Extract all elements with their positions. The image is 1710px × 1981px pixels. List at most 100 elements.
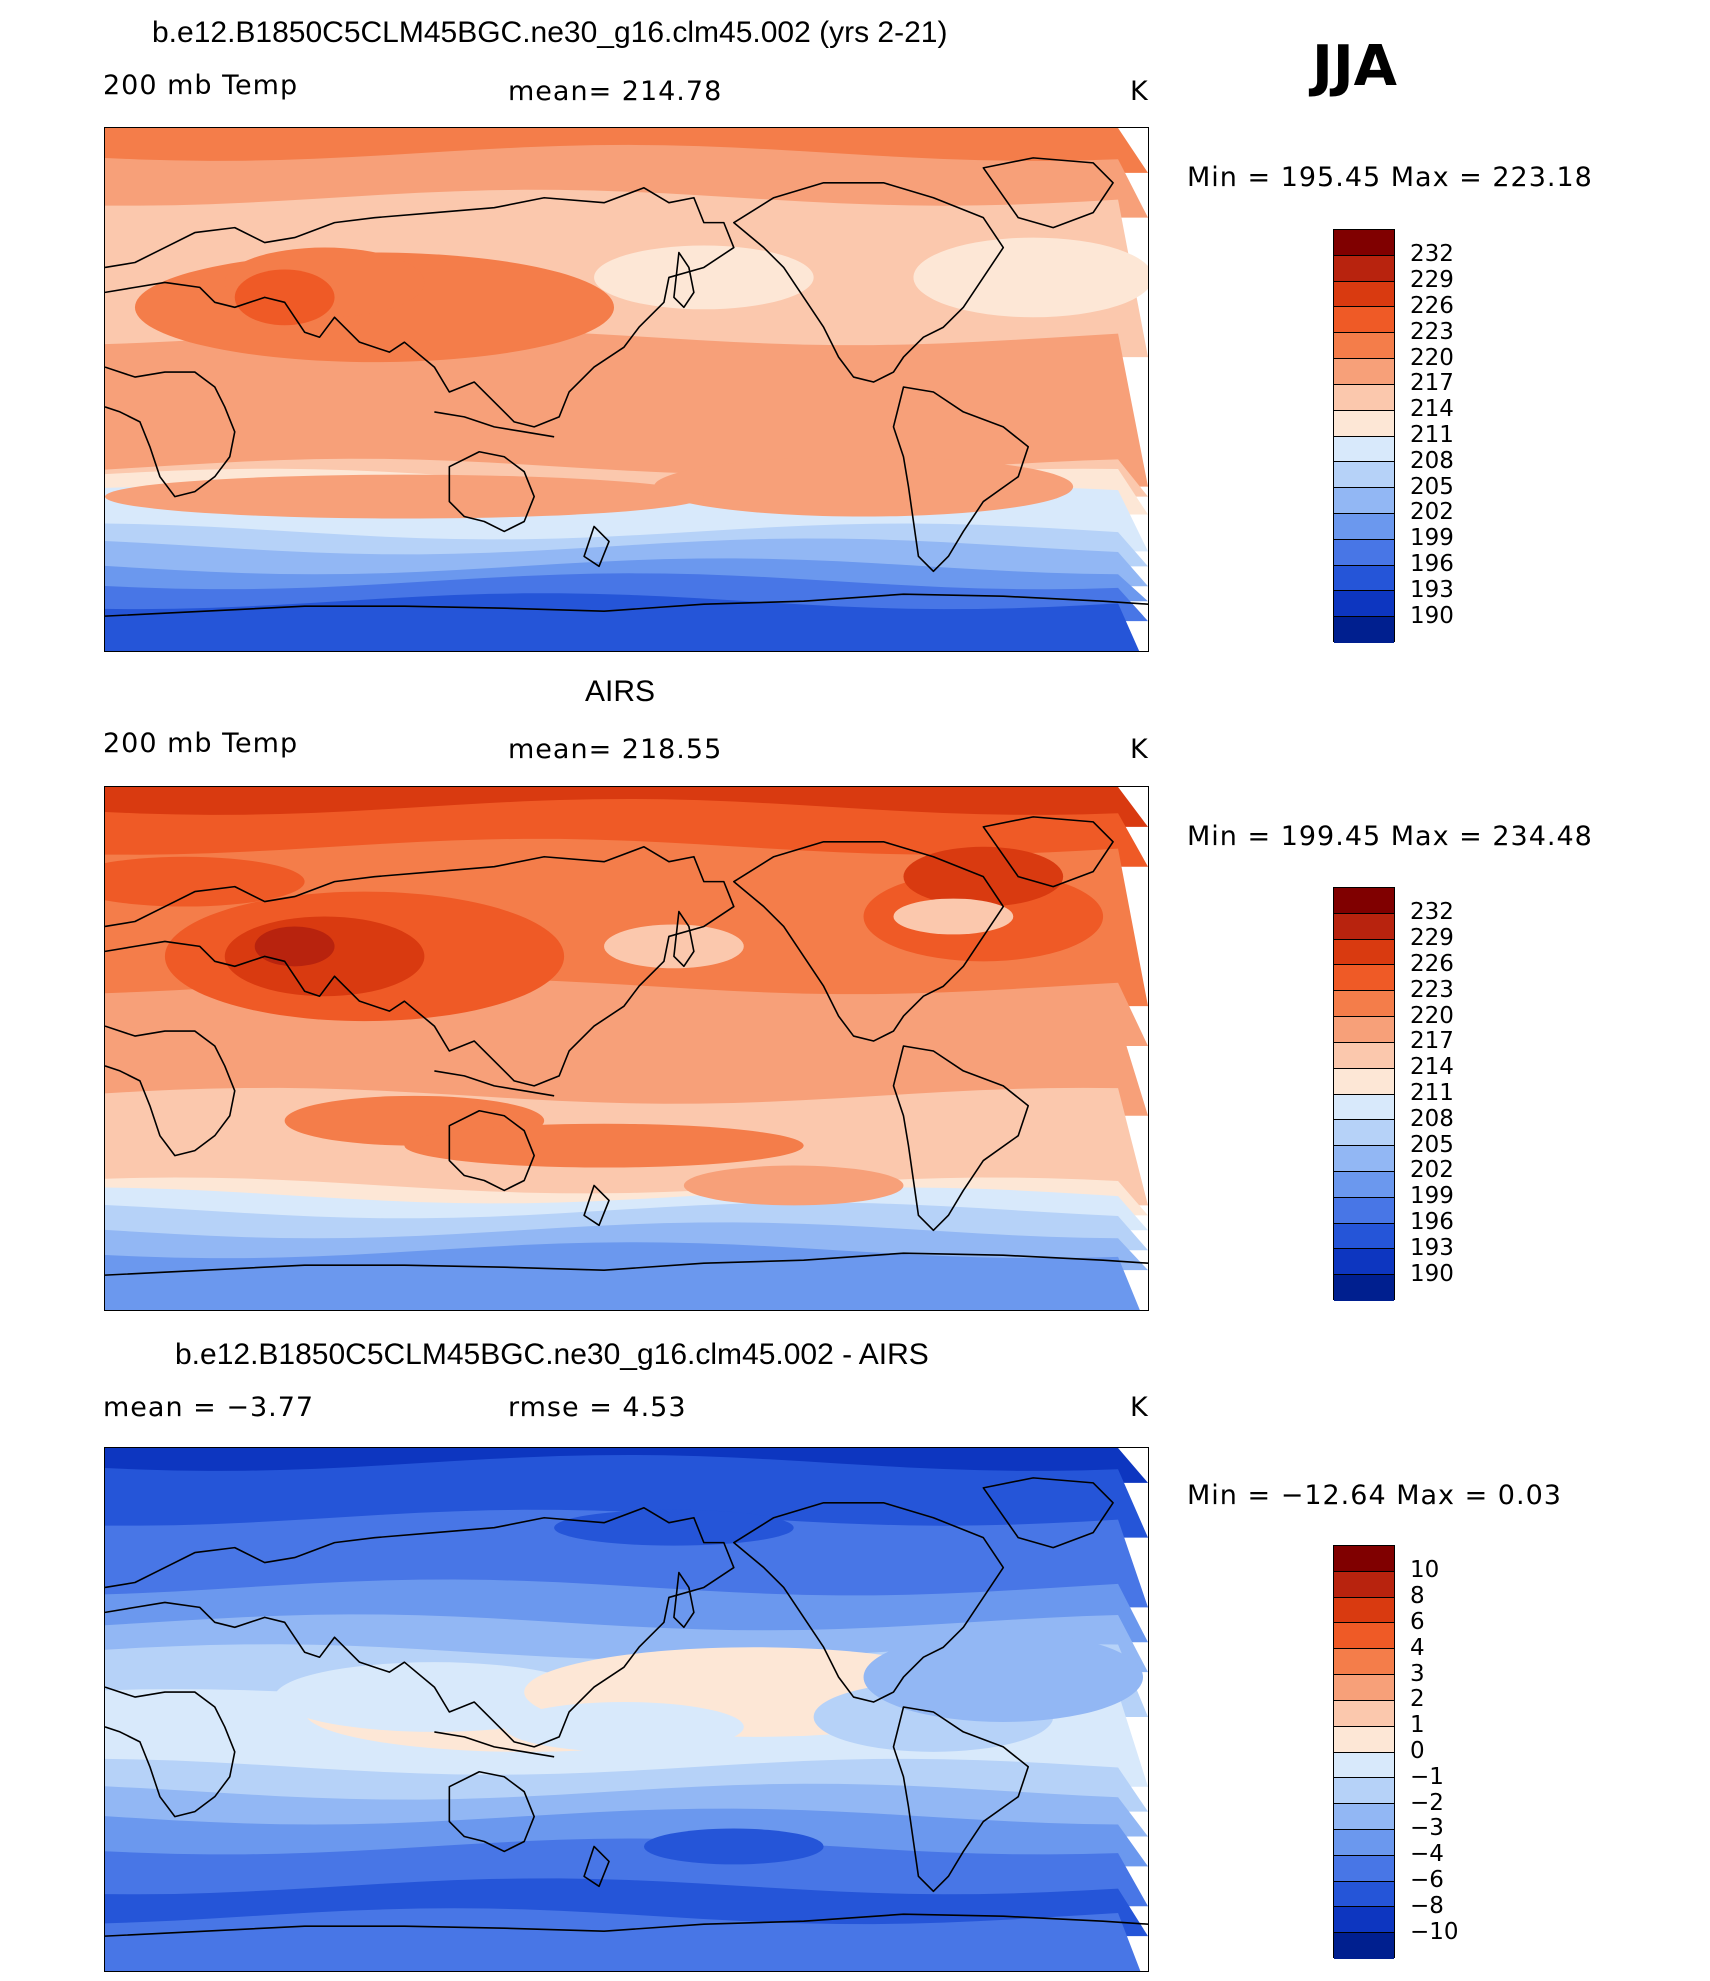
panel-3-colorbar <box>1333 1545 1395 1959</box>
panel-2-map-canvas <box>105 787 1148 1310</box>
colorbar-box <box>1334 1675 1394 1701</box>
colorbar-tick-label: 199 <box>1410 1183 1454 1210</box>
panel-1-map <box>104 127 1149 652</box>
colorbar-tick-label: 190 <box>1410 1260 1454 1287</box>
panel-3-mean-label: mean = −3.77 <box>103 1392 315 1423</box>
colorbar-box <box>1334 281 1394 308</box>
colorbar-box <box>1334 1829 1394 1856</box>
colorbar-tick-label: 1 <box>1410 1712 1425 1739</box>
colorbar-box <box>1334 1571 1394 1598</box>
coastline <box>448 450 535 533</box>
contour-band <box>105 329 1148 487</box>
colorbar-tick-label: 202 <box>1410 1157 1454 1184</box>
contour-region <box>504 1702 744 1752</box>
colorbar-box <box>1334 888 1394 914</box>
colorbar-tick-label: −3 <box>1410 1815 1444 1842</box>
colorbar-tick-label: 214 <box>1410 1054 1454 1081</box>
colorbar-box <box>1334 384 1394 411</box>
panel-2-mean-label: mean= 218.55 <box>508 734 723 765</box>
panel-1-colorbar <box>1333 229 1395 643</box>
season-label: JJA <box>1312 34 1398 99</box>
colorbar-tick-label: 211 <box>1410 422 1454 448</box>
colorbar-tick-label: 223 <box>1410 976 1454 1003</box>
colorbar-tick-label: 232 <box>1410 899 1454 926</box>
colorbar-tick-label: −1 <box>1410 1763 1444 1790</box>
colorbar-box <box>1334 333 1394 360</box>
colorbar-tick-label: 226 <box>1410 950 1454 977</box>
colorbar-box <box>1334 591 1394 618</box>
contour-region <box>653 456 1074 517</box>
colorbar-tick-label: −4 <box>1410 1841 1444 1868</box>
colorbar-tick-label: 4 <box>1410 1634 1425 1661</box>
colorbar-tick-label: 214 <box>1410 396 1454 423</box>
colorbar-tick-label: 229 <box>1410 267 1454 294</box>
contour-region <box>893 898 1014 935</box>
colorbar-box <box>1334 488 1394 514</box>
coastline <box>105 1252 1148 1276</box>
colorbar-box <box>1334 255 1394 282</box>
coastline <box>448 1109 535 1192</box>
colorbar-box <box>1334 1249 1394 1276</box>
colorbar-box <box>1334 565 1394 592</box>
coastline <box>892 386 1030 573</box>
colorbar-tick-label: 8 <box>1410 1583 1425 1610</box>
colorbar-box <box>1334 1094 1394 1121</box>
colorbar-box <box>1334 1933 1394 1959</box>
colorbar-box <box>1334 1700 1394 1727</box>
coastline <box>673 251 695 309</box>
colorbar-box <box>1334 1881 1394 1908</box>
colorbar-tick-label: 6 <box>1410 1608 1425 1635</box>
colorbar-box <box>1334 1017 1394 1043</box>
coastline <box>673 1571 695 1629</box>
coastline <box>448 1770 535 1853</box>
colorbar-box <box>1334 1042 1394 1069</box>
coastline <box>434 1070 555 1097</box>
contour-region <box>105 474 704 519</box>
panel-3-minmax: Min = −12.64 Max = 0.03 <box>1187 1480 1562 1511</box>
colorbar-box <box>1334 965 1394 992</box>
colorbar-box <box>1334 1171 1394 1198</box>
coastline <box>105 1506 735 1748</box>
coastline <box>982 816 1114 888</box>
panel-3-units-label: K <box>1130 1392 1149 1423</box>
colorbar-box <box>1334 1146 1394 1172</box>
panel-2-map <box>104 786 1149 1311</box>
colorbar-tick-label: 3 <box>1410 1660 1425 1687</box>
contour-region <box>863 1632 1144 1722</box>
contour-region <box>643 1828 824 1865</box>
coastline <box>732 1501 1005 1703</box>
coastline <box>434 1731 555 1758</box>
contour-region <box>234 269 335 326</box>
colorbar-box <box>1334 436 1394 463</box>
panel-1-variable-label: 200 mb Temp <box>103 70 299 101</box>
colorbar-box <box>1334 1726 1394 1753</box>
panel-1-minmax: Min = 195.45 Max = 223.18 <box>1187 162 1593 193</box>
coastline <box>583 1845 610 1888</box>
coastline <box>892 1706 1030 1893</box>
panel-3-rmse-label: rmse = 4.53 <box>508 1392 687 1423</box>
colorbar-tick-label: 205 <box>1410 1131 1454 1158</box>
contour-band <box>105 1242 1140 1310</box>
colorbar-box <box>1334 1275 1394 1301</box>
colorbar-box <box>1334 991 1394 1018</box>
contour-region <box>274 1662 595 1732</box>
panel-2-title: AIRS <box>585 675 656 708</box>
colorbar-box <box>1334 539 1394 566</box>
panel-2-minmax: Min = 199.45 Max = 234.48 <box>1187 821 1593 852</box>
panel-1-map-canvas <box>105 128 1148 651</box>
colorbar-tick-label: 2 <box>1410 1686 1425 1713</box>
colorbar-tick-label: 220 <box>1410 344 1454 371</box>
colorbar-tick-label: 205 <box>1410 473 1454 500</box>
colorbar-tick-label: 190 <box>1410 602 1454 629</box>
colorbar-tick-label: 202 <box>1410 499 1454 526</box>
panel-2-variable-label: 200 mb Temp <box>103 728 299 759</box>
colorbar-box <box>1334 1907 1394 1934</box>
colorbar-box <box>1334 1752 1394 1779</box>
coastline <box>105 593 1148 617</box>
coastline <box>732 840 1005 1042</box>
contour-band <box>105 593 1140 651</box>
colorbar-box <box>1334 1855 1394 1882</box>
contour-region <box>254 926 335 967</box>
colorbar-box <box>1334 1223 1394 1250</box>
colorbar-box <box>1334 1120 1394 1147</box>
